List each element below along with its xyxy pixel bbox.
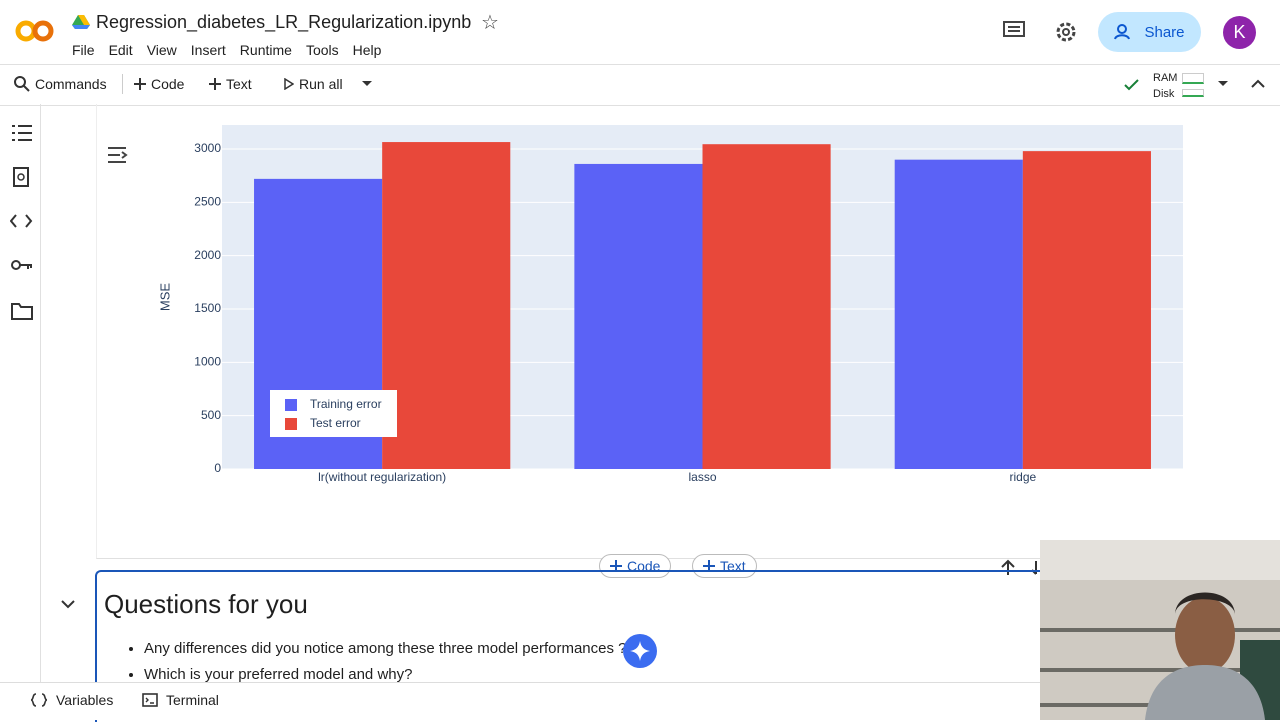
add-text-label: Text [226, 76, 252, 92]
menu-item[interactable]: Runtime [239, 42, 292, 58]
colab-logo [15, 20, 54, 42]
menu-item[interactable]: Help [352, 42, 382, 58]
search-icon [14, 76, 30, 92]
run-all-label: Run all [299, 76, 343, 92]
bar [702, 144, 831, 469]
menu-item[interactable]: File [72, 42, 95, 58]
sidebar-border [40, 104, 41, 683]
star-icon[interactable]: ☆ [481, 12, 499, 34]
legend-label: Test error [310, 416, 361, 430]
bar [574, 163, 703, 469]
markdown-cell[interactable] [95, 570, 1097, 722]
avatar[interactable]: K [1223, 16, 1256, 49]
y-tick-label: 500 [201, 408, 221, 422]
y-tick-label: 0 [214, 461, 221, 475]
dropdown-icon[interactable] [1217, 80, 1229, 88]
terminal-icon [142, 693, 158, 707]
bar [382, 142, 511, 470]
x-tick-label: ridge [1009, 470, 1036, 484]
terminal-button[interactable]: Terminal [142, 692, 219, 708]
plus-icon [134, 78, 146, 90]
braces-icon [30, 693, 48, 707]
ram-label: RAM [1153, 72, 1178, 84]
y-tick-label: 2000 [194, 248, 221, 262]
x-tick-label: lasso [688, 470, 716, 484]
legend-label: Training error [310, 397, 382, 411]
question: Which is your preferred model and why? [144, 662, 627, 688]
notebook-title[interactable]: Regression_diabetes_LR_Regularization.ip… [96, 12, 472, 32]
share-button[interactable]: Share [1098, 12, 1201, 52]
toolbar [0, 64, 1280, 106]
resources[interactable]: RAM Disk [1153, 70, 1177, 102]
ram-meter [1182, 73, 1204, 84]
legend-swatch [285, 399, 297, 411]
plus-icon [209, 78, 221, 90]
gemini-button[interactable] [622, 633, 658, 669]
variables-label: Variables [56, 692, 114, 708]
bar [894, 159, 1023, 469]
variables-button[interactable]: Variables [30, 692, 113, 708]
add-code-label: Code [151, 76, 185, 92]
settings-icon[interactable] [1055, 21, 1077, 43]
legend-swatch [285, 418, 297, 430]
menu-item[interactable]: View [146, 42, 177, 58]
share-label: Share [1144, 23, 1185, 41]
drive-icon [72, 15, 90, 29]
people-icon [1114, 24, 1131, 40]
menu-item[interactable]: Edit [108, 42, 133, 58]
bar [1022, 151, 1151, 469]
output-actions-icon[interactable] [106, 145, 128, 165]
comments-icon[interactable] [1003, 21, 1025, 41]
menu-bar: File Edit View Insert Runtime Tools Help [72, 42, 395, 60]
y-tick-label: 3000 [194, 141, 221, 155]
menu-item[interactable]: Insert [190, 42, 226, 58]
commands-label: Commands [35, 76, 107, 92]
question: Any differences did you notice among the… [144, 636, 627, 662]
y-tick-label: 1000 [194, 355, 221, 369]
play-icon [284, 78, 294, 90]
run-all-button[interactable]: Run all [284, 76, 372, 92]
dropdown-icon[interactable] [348, 79, 372, 89]
y-tick-label: 2500 [194, 195, 221, 209]
commands-button[interactable]: Commands [14, 76, 107, 92]
terminal-label: Terminal [166, 692, 219, 708]
sidebar-icons[interactable] [10, 122, 34, 322]
menu-item[interactable]: Tools [305, 42, 339, 58]
markdown-heading: Questions for you [104, 589, 308, 619]
question-list: Any differences did you notice among the… [104, 636, 627, 688]
disk-label: Disk [1153, 88, 1175, 100]
y-tick-label: 1500 [194, 301, 221, 315]
connected-check [1124, 79, 1139, 91]
divider [122, 74, 123, 94]
collapse-icon[interactable] [1251, 79, 1265, 89]
y-axis-label: MSE [157, 283, 172, 312]
bar-chart: MSE 0 500 1000 1500 2000 2500 3000 lr(without r… [157, 125, 1183, 484]
add-text-button[interactable]: Text [209, 76, 252, 92]
add-code-button[interactable]: Code [134, 76, 184, 92]
collapse-section-icon[interactable] [61, 599, 75, 609]
x-tick-label: lr(without regularization) [318, 470, 446, 484]
output-cell [96, 104, 1265, 559]
disk-meter [1182, 89, 1204, 97]
webcam-video [1040, 540, 1280, 720]
